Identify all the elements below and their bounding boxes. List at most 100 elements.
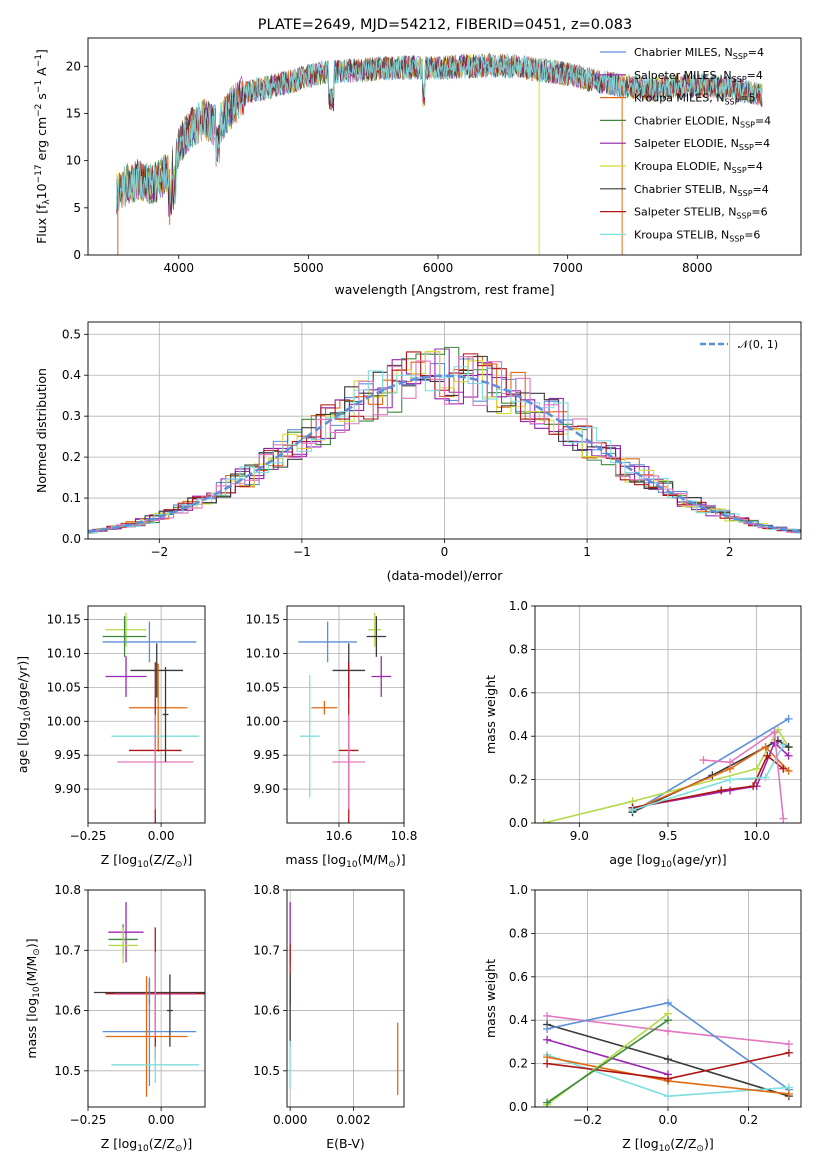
series-marker <box>784 766 793 775</box>
series-marker <box>779 740 788 749</box>
axes-frame <box>87 37 802 256</box>
y-tick-label: 10.05 <box>246 680 280 694</box>
y-tick-label: 0.6 <box>509 970 528 984</box>
series-marker <box>784 1040 793 1049</box>
plot-area <box>539 714 793 823</box>
y-tick-label: 10.05 <box>47 680 81 694</box>
x-tick-label: 10.8 <box>391 829 418 843</box>
plot-area <box>93 902 205 1097</box>
legend: Chabrier MILES, NSSP=4 Salpeter MILES, NS… <box>600 46 771 243</box>
x-tick-label: 7000 <box>552 261 583 275</box>
y-axis-label: Normed distribution <box>34 368 49 493</box>
x-tick-label: −1 <box>293 545 311 559</box>
panel-mass_weight_vs_age: 9.0 9.5 10.0 0.0 0.2 0.4 0.6 0.8 1.0 mass weight a… <box>483 599 802 870</box>
x-axis-label: age [log10(age/yr)] <box>609 852 726 870</box>
legend-label: Chabrier ELODIE, NSSP=4 <box>634 114 771 129</box>
figure-title: PLATE=2649, MJD=54212, FIBERID=0451, z=0… <box>258 17 632 33</box>
y-tick-label: 10.7 <box>54 943 81 957</box>
series-marker <box>761 773 770 782</box>
y-tick-label: 10.5 <box>253 1064 280 1078</box>
y-tick-label: 10.6 <box>253 1004 280 1018</box>
gaussian-curve <box>88 374 801 534</box>
series-marker <box>628 805 637 814</box>
series-marker <box>779 814 788 823</box>
series-marker <box>664 1092 672 1101</box>
x-tick-label: 0.002 <box>336 1113 370 1127</box>
plot-area <box>88 346 801 535</box>
axes-frame <box>286 889 405 1108</box>
y-tick-label: 0.0 <box>509 816 528 830</box>
y-axis-label: mass weight <box>483 675 498 754</box>
panel-residuals: −2 −1 0 1 2 0.0 0.1 0.2 0.3 0.4 0.5 𝒩(0, 1) Normed d… <box>34 321 802 583</box>
series-marker <box>543 1059 552 1068</box>
legend-label: Chabrier MILES, NSSP=4 <box>634 46 764 61</box>
series-marker <box>543 1035 552 1044</box>
x-tick-label: 0.000 <box>273 1113 307 1127</box>
y-tick-label: 9.95 <box>253 748 280 762</box>
series-marker <box>779 764 788 773</box>
series-marker <box>664 1027 672 1036</box>
series-line <box>632 718 789 813</box>
axes-frame <box>286 605 405 824</box>
series-marker <box>539 819 548 823</box>
x-tick-label: 6000 <box>423 261 454 275</box>
y-tick-label: 10.00 <box>47 714 81 728</box>
y-tick-label: 0.2 <box>62 450 81 464</box>
y-tick-label: 10 <box>66 154 81 168</box>
plot-area <box>102 612 200 823</box>
x-axis-label: Z [log10(Z/Z⊙)] <box>622 1136 713 1154</box>
x-axis-label: E(B-V) <box>326 1136 365 1151</box>
legend-label: Kroupa STELIB, NSSP=6 <box>634 228 760 243</box>
spectrum-line <box>116 53 763 210</box>
panel-age_vs_z: −0.25 0.00 9.90 9.95 10.00 10.05 10.10 10.15 age… <box>15 605 206 870</box>
x-tick-label: −0.25 <box>70 1113 107 1127</box>
y-tick-label: 10.7 <box>253 943 280 957</box>
plot-area <box>298 612 391 823</box>
y-tick-label: 10.8 <box>54 883 81 897</box>
y-tick-label: 0.5 <box>62 327 81 341</box>
y-tick-label: 5 <box>73 201 81 215</box>
panel-mass_vs_ebv: 0.000 0.002 10.5 10.6 10.7 10.8 E(B-V) <box>253 883 405 1151</box>
y-tick-label: 0.3 <box>62 409 81 423</box>
y-tick-label: 0.4 <box>509 729 528 743</box>
series-marker <box>543 1098 552 1107</box>
y-tick-label: 0.0 <box>62 532 81 546</box>
y-tick-label: 9.90 <box>54 782 81 796</box>
axes-frame <box>87 889 206 1108</box>
series-marker <box>770 738 779 747</box>
series-marker <box>699 756 708 765</box>
plot-area <box>543 998 793 1107</box>
y-tick-label: 0.8 <box>509 926 528 940</box>
y-tick-label: 15 <box>66 106 81 120</box>
series-marker <box>761 743 770 752</box>
x-tick-label: 1 <box>583 545 591 559</box>
x-tick-label: −0.25 <box>70 829 107 843</box>
y-tick-label: 9.90 <box>253 782 280 796</box>
x-tick-label: 0.00 <box>148 829 175 843</box>
y-axis-label: Flux [fλ10−17 erg cm−2 s−1 A−1] <box>34 49 52 244</box>
y-tick-label: 10.6 <box>54 1004 81 1018</box>
y-tick-label: 10.00 <box>246 714 280 728</box>
x-axis-label: mass [log10(M/M⊙)] <box>285 852 405 870</box>
y-tick-label: 0.4 <box>509 1013 528 1027</box>
axes-frame <box>87 605 206 824</box>
series-marker <box>726 775 735 784</box>
y-tick-label: 20 <box>66 59 81 73</box>
series-line <box>546 1038 669 1076</box>
y-tick-label: 1.0 <box>509 599 528 613</box>
y-tick-label: 10.15 <box>246 613 280 627</box>
x-tick-label: 8000 <box>682 261 713 275</box>
x-tick-label: 0 <box>441 545 449 559</box>
series-marker <box>664 1016 672 1025</box>
series-marker <box>726 758 735 767</box>
x-axis-label: wavelength [Angstrom, rest frame] <box>334 282 554 297</box>
x-tick-label: 10.6 <box>326 829 353 843</box>
x-tick-label: −0.2 <box>573 1113 602 1127</box>
series-marker <box>664 998 672 1007</box>
series-marker <box>664 1055 672 1064</box>
legend-label: Kroupa MILES, NSSP=5 <box>634 92 756 107</box>
x-tick-label: 4000 <box>163 261 194 275</box>
y-tick-label: 9.95 <box>54 748 81 762</box>
